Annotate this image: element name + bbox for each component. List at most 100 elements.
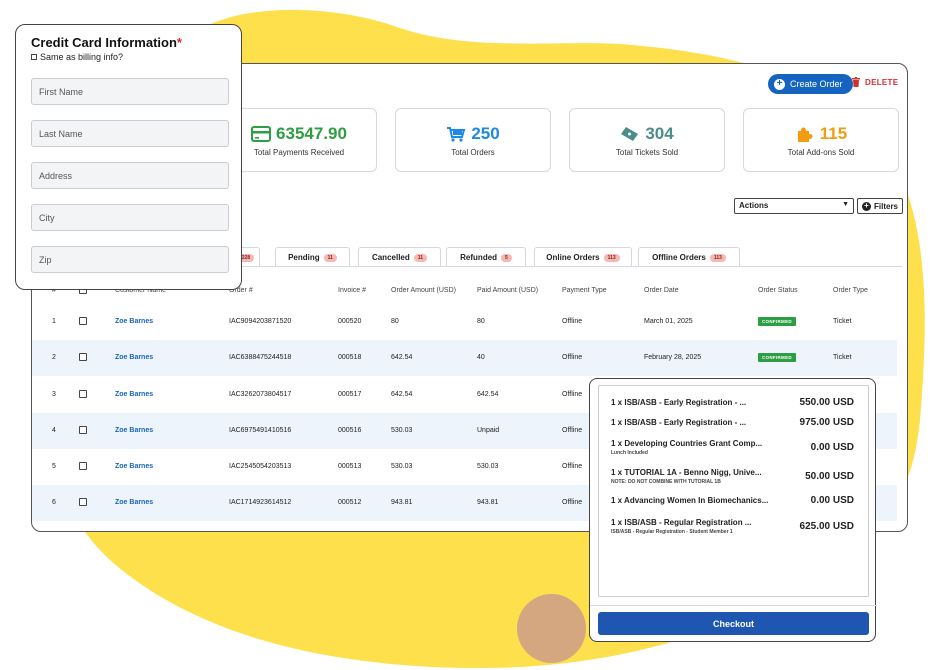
customer-name-link[interactable]: Zoe Barnes [115,391,154,398]
order-number: IAC9094203871520 [229,318,292,325]
row-index: 2 [52,354,56,361]
tab-cancelled[interactable]: Cancelled 11 [358,247,441,267]
col-order-number: Order # [229,287,253,294]
status-badge: CONFIRMED [758,353,796,362]
status-badge: CONFIRMED [758,317,796,326]
customer-name-link[interactable]: Zoe Barnes [115,499,154,506]
credit-card-title-text: Credit Card Information [31,35,177,50]
row-checkbox[interactable] [79,462,87,470]
order-amount: 80 [391,318,399,325]
invoice-number: 000517 [338,391,362,398]
cart-item-title: 1 x ISB/ASB - Regular Registration ... [611,518,752,527]
stat-value: 250 [471,124,500,143]
order-type: Ticket [833,318,852,325]
order-date: February 28, 2025 [644,354,702,361]
tab-count: 113 [603,253,620,262]
tab-count: 113 [709,253,726,262]
stat-total-addons: 115 Total Add-ons Sold [743,108,899,172]
stat-label: Total Add-ons Sold [787,148,855,157]
customer-name-link[interactable]: Zoe Barnes [115,463,154,470]
order-amount: 530.03 [391,427,413,434]
plus-circle-icon: + [774,78,785,90]
city-field[interactable]: City [31,204,229,231]
order-number: IAC6975491410516 [229,427,292,434]
table-row[interactable]: 2 Zoe Barnes IAC6388475244518 000518 642… [32,340,897,376]
row-checkbox[interactable] [79,317,87,325]
invoice-number: 000513 [338,463,362,470]
table-row[interactable]: 3 Zoe Barnes IAC3262073804517 000517 642… [32,377,897,413]
cart-item: 1 x TUTORIAL 1A - Benno Nigg, Unive... N… [611,468,866,485]
zip-field[interactable]: Zip [31,246,229,273]
customer-name-link[interactable]: Zoe Barnes [115,354,154,361]
checkbox[interactable] [31,54,37,60]
order-type: Ticket [833,354,852,361]
decorative-circle [517,594,586,663]
col-paid-amount: Paid Amount (USD) [477,287,539,294]
paid-amount: 40 [477,354,485,361]
payment-type: Offline [562,318,583,325]
delete-button[interactable]: DELETE [852,77,898,87]
row-index: 4 [52,427,56,434]
stat-value: 115 [819,124,848,143]
cart-item-price: 625.00 USD [799,521,854,532]
payment-type: Offline [562,391,583,398]
tab-offline-orders[interactable]: Offline Orders 113 [638,247,740,267]
tab-pending[interactable]: Pending 11 [275,247,350,267]
stat-total-tickets: 304 Total Tickets Sold [569,108,725,172]
row-index: 1 [52,318,56,325]
create-order-button[interactable]: + Create Order [768,74,853,94]
col-order-status: Order Status [758,287,798,294]
tab-refunded[interactable]: Refunded 5 [446,247,526,267]
stat-value: 63547.90 [276,124,347,143]
actions-select-value: Actions [739,201,769,210]
filters-label: Filters [874,201,899,211]
address-field[interactable]: Address [31,162,229,189]
same-as-billing-checkbox[interactable]: Same as billing info? [31,52,226,62]
last-name-field[interactable]: Last Name [31,120,229,147]
chevron-down-icon: ▼ [842,201,849,208]
row-index: 6 [52,499,56,506]
cart-item-price: 50.00 USD [805,471,854,482]
filters-button[interactable]: + Filters [857,198,904,214]
order-amount: 943.81 [391,499,413,506]
payment-type: Offline [562,463,583,470]
shopping-cart-icon [447,127,466,142]
invoice-number: 000512 [338,499,362,506]
first-name-field[interactable]: First Name [31,78,229,105]
customer-name-link[interactable]: Zoe Barnes [115,427,154,434]
tab-count: 11 [413,253,428,262]
payment-type: Offline [562,427,583,434]
tab-label: Online Orders [546,253,600,262]
cart-item: 1 x Advancing Women In Biomechanics... 0… [611,495,866,506]
cart-item-price: 0.00 USD [810,495,854,506]
paid-amount: 943.81 [477,499,499,506]
table-row[interactable]: 1 Zoe Barnes IAC9094203871520 000520 80 … [32,304,897,340]
table-header: # Customer Name Order # Invoice # Order … [32,281,897,301]
row-checkbox[interactable] [79,498,87,506]
invoice-number: 000520 [338,318,362,325]
stat-label: Total Tickets Sold [615,148,679,157]
customer-name-link[interactable]: Zoe Barnes [115,318,154,325]
tab-count: 11 [323,253,337,262]
tab-label: Cancelled [371,253,410,262]
cart-item: 1 x Developing Countries Grant Comp... L… [611,439,866,456]
paid-amount: 80 [477,318,485,325]
actions-select[interactable]: Actions ▼ [734,198,854,214]
credit-card-panel: Credit Card Information* Same as billing… [15,24,242,290]
checkout-button[interactable]: Checkout [598,612,869,635]
tab-online-orders[interactable]: Online Orders 113 [534,247,632,267]
payment-type: Offline [562,354,583,361]
required-mark: * [176,35,182,50]
tab-count: 5 [501,253,512,262]
col-index: # [52,287,56,294]
cart-item-title: 1 x ISB/ASB - Early Registration - ... [611,418,747,427]
table-row[interactable]: 5 Zoe Barnes IAC2545054203513 000513 530… [32,449,897,485]
paid-amount: Unpaid [477,427,500,434]
row-checkbox[interactable] [79,353,87,361]
row-checkbox[interactable] [79,390,87,398]
delete-label: DELETE [865,77,899,87]
row-checkbox[interactable] [79,426,87,434]
tab-label: Offline Orders [652,253,706,262]
cart-popup: 1 x ISB/ASB - Early Registration - ... 5… [589,378,877,642]
cart-item-price: 975.00 USD [799,417,854,428]
